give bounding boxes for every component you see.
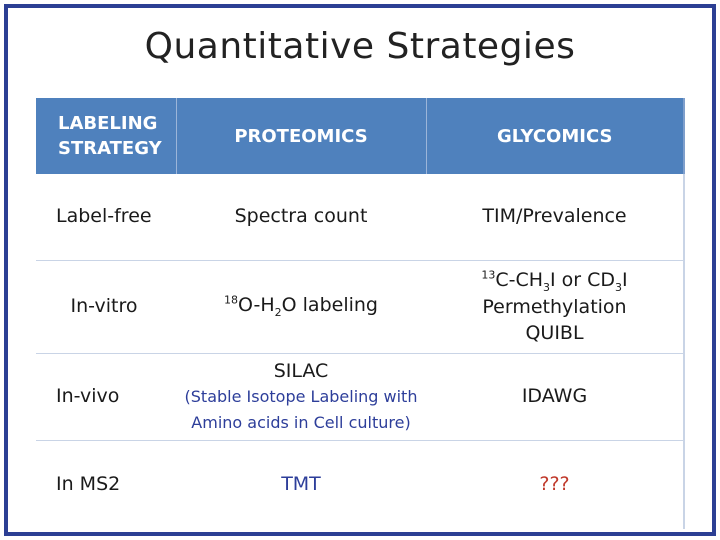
formula-part: O labeling: [281, 294, 378, 317]
header-strategy-line2: STRATEGY: [58, 138, 162, 159]
formula-subscript: 3: [615, 280, 623, 294]
isotope-superscript: 18: [224, 293, 239, 307]
formula-part: I: [622, 268, 628, 291]
header-labeling-strategy: LABELING STRATEGY: [36, 98, 177, 174]
row-proteomics: SILAC (Stable Isotope Labeling with Amin…: [176, 353, 426, 441]
header-row: LABELING STRATEGY PROTEOMICS GLYCOMICS: [36, 98, 685, 174]
table-row: In-vivo SILAC (Stable Isotope Labeling w…: [36, 353, 685, 441]
formula-subscript: 2: [274, 305, 282, 319]
slide-title: Quantitative Strategies: [144, 26, 576, 67]
formula-part: C-CH: [495, 268, 544, 291]
formula-part: I or CD: [550, 268, 616, 291]
header-glycomics: GLYCOMICS: [426, 98, 685, 174]
row-glycomics: TIM/Prevalence: [426, 174, 685, 261]
row-strategy: In-vivo: [36, 353, 176, 441]
silac-detail-line1: (Stable Isotope Labeling with: [184, 387, 418, 407]
row-strategy: Label-free: [36, 174, 176, 261]
row-glycomics: ???: [426, 440, 685, 529]
silac-detail-line2: Amino acids in Cell culture): [191, 412, 411, 432]
glycomics-line2: Permethylation: [482, 296, 627, 319]
row-glycomics: 13C-CH3I or CD3I Permethylation QUIBL: [426, 260, 685, 354]
glycomics-line3: QUIBL: [525, 321, 584, 344]
isotope-superscript: 13: [481, 268, 496, 282]
formula-part: O-H: [238, 294, 275, 317]
row-strategy: In MS2: [56, 473, 121, 496]
row-strategy: In-vitro: [36, 260, 176, 354]
row-glycomics: IDAWG: [426, 353, 685, 441]
silac-main: SILAC: [273, 359, 329, 382]
row-proteomics: Spectra count: [176, 174, 426, 261]
table-row: Label-free Spectra count TIM/Prevalence: [36, 174, 685, 261]
row-proteomics: 18O-H2O labeling: [176, 260, 426, 354]
row-proteomics: TMT: [281, 473, 321, 496]
header-proteomics: PROTEOMICS: [176, 98, 427, 174]
table-row: In MS2 TMT ???: [36, 440, 685, 529]
table-row: In-vitro 18O-H2O labeling 13C-CH3I or CD…: [36, 260, 685, 354]
header-strategy-line1: LABELING: [58, 112, 158, 134]
formula-subscript: 3: [543, 280, 551, 294]
strategies-table: LABELING STRATEGY PROTEOMICS GLYCOMICS L…: [36, 98, 685, 529]
